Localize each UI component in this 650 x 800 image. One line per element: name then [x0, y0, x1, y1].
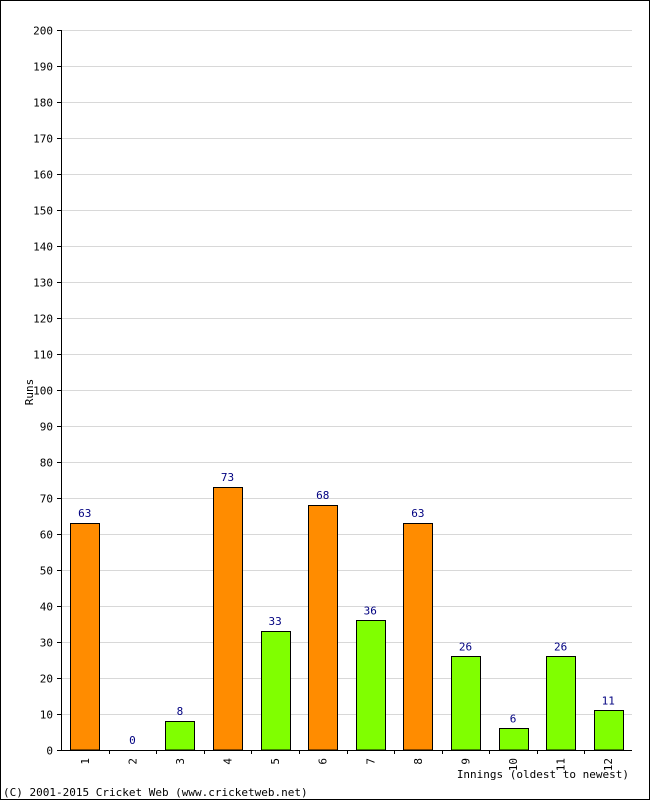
bar: [451, 656, 481, 751]
x-tick-label: 4: [222, 758, 235, 765]
x-tick-label: 2: [126, 758, 139, 765]
x-tick-label: 11: [555, 758, 568, 771]
bar: [308, 505, 338, 751]
y-tick-label: 170: [33, 133, 53, 146]
x-tick-label: 1: [79, 758, 92, 765]
x-tick-label: 8: [412, 758, 425, 765]
y-axis-title: Runs: [23, 379, 36, 406]
bar: [356, 620, 386, 751]
data-label: 68: [316, 489, 329, 502]
y-tick-label: 140: [33, 241, 53, 254]
y-tick-label: 150: [33, 205, 53, 218]
y-tick-label: 160: [33, 169, 53, 182]
x-tick-label: 10: [507, 758, 520, 771]
y-tick-label: 100: [33, 385, 53, 398]
data-label: 73: [221, 471, 234, 484]
y-tick-label: 70: [40, 493, 53, 506]
bars: [70, 487, 624, 751]
x-tick-label: 3: [174, 758, 187, 765]
y-tick-label: 40: [40, 601, 53, 614]
data-labels: 63 0 8 73 33 68 36 63 26 6 26 11: [78, 471, 615, 747]
bar: [594, 710, 624, 751]
copyright-footer: (C) 2001-2015 Cricket Web (www.cricketwe…: [3, 786, 308, 799]
y-tick-label: 180: [33, 97, 53, 110]
bar: [213, 487, 243, 751]
x-tick-label: 9: [459, 758, 472, 765]
bar: [70, 523, 100, 751]
bar: [165, 721, 195, 751]
data-label: 36: [364, 604, 377, 617]
data-label: 11: [602, 694, 615, 707]
y-tick-label: 0: [46, 745, 53, 758]
y-tick-label: 50: [40, 565, 53, 578]
bar: [499, 728, 529, 751]
y-tick-label: 30: [40, 637, 53, 650]
bar: [546, 656, 576, 751]
data-label: 33: [269, 615, 282, 628]
axes: [61, 30, 632, 751]
x-tick-label: 6: [317, 758, 330, 765]
y-tick-label: 10: [40, 709, 53, 722]
grid-lines: [61, 30, 632, 715]
y-axis-ticks: 0 10 20 30 40 50 60 70 80 90 100 110 120 130 140 150 160…: [33, 25, 61, 758]
y-tick-label: 60: [40, 529, 53, 542]
data-label: 6: [510, 712, 517, 725]
bar: [403, 523, 433, 751]
y-tick-label: 20: [40, 673, 53, 686]
data-label: 63: [411, 507, 424, 520]
x-tick-label: 12: [602, 758, 615, 771]
x-tick-label: 5: [269, 758, 282, 765]
y-tick-label: 200: [33, 25, 53, 38]
data-label: 26: [459, 640, 472, 653]
y-tick-label: 130: [33, 277, 53, 290]
y-tick-label: 110: [33, 349, 53, 362]
bar: [261, 631, 291, 751]
x-tick-label: 7: [364, 758, 377, 765]
data-label: 8: [177, 705, 184, 718]
data-label: 0: [129, 734, 136, 747]
x-axis-title: Innings (oldest to newest): [457, 768, 629, 781]
data-label: 26: [554, 640, 567, 653]
y-tick-label: 190: [33, 61, 53, 74]
y-tick-label: 120: [33, 313, 53, 326]
y-tick-label: 90: [40, 421, 53, 434]
y-tick-label: 80: [40, 457, 53, 470]
data-label: 63: [78, 507, 91, 520]
